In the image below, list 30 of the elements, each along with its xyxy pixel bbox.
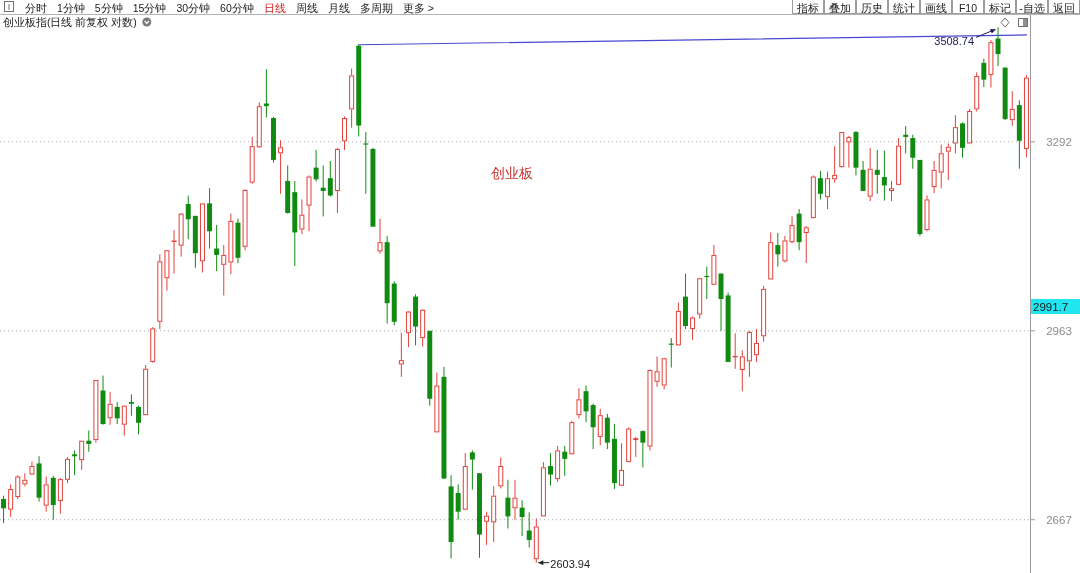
toolbar-button: -自选 xyxy=(1016,0,1048,14)
menu-label: 月线 xyxy=(327,1,350,14)
low-label: 2603.94 xyxy=(537,557,591,570)
toolbar-button: 叠加 xyxy=(824,0,856,14)
menu-label: 日线 xyxy=(263,1,286,14)
toolbar-button: F10 xyxy=(952,0,984,14)
annotation: 2603.94 xyxy=(550,557,591,570)
menu-label: 30分钟 xyxy=(176,1,211,14)
y-tick-label: 3292 xyxy=(1046,135,1072,148)
title: 创业板指(日线 前复权 对数) xyxy=(3,16,137,28)
toolbar-button: 画线 xyxy=(920,0,952,14)
y-tick-label: 2963 xyxy=(1046,324,1072,337)
toolbar-button: 返回 xyxy=(1048,0,1080,14)
cursor-value-label: 2991.7 xyxy=(1031,299,1080,314)
y-tick-label: 2667 xyxy=(1046,513,1072,526)
menu-label: 5分钟 xyxy=(94,1,123,14)
menu-label: 15分钟 xyxy=(132,1,167,14)
high-label: 3508.74 xyxy=(934,28,997,48)
subtitle: 创业板 xyxy=(491,165,533,181)
menu-label: 1分钟 xyxy=(57,1,85,14)
toolbar-button: 历史 xyxy=(856,0,888,14)
annotation: 3508.74 xyxy=(934,35,975,48)
menu-label: 周线 xyxy=(295,1,318,14)
toolbar-button: 统计 xyxy=(888,0,920,14)
menu-label: 更多 > xyxy=(402,1,434,14)
menu-label: 多周期 xyxy=(359,1,393,14)
menu-label: 60分钟 xyxy=(220,1,254,14)
toolbar-button: 标记 xyxy=(984,0,1016,14)
toolbar-button: 指标 xyxy=(792,0,824,14)
menu-label: 分时 xyxy=(25,1,47,14)
